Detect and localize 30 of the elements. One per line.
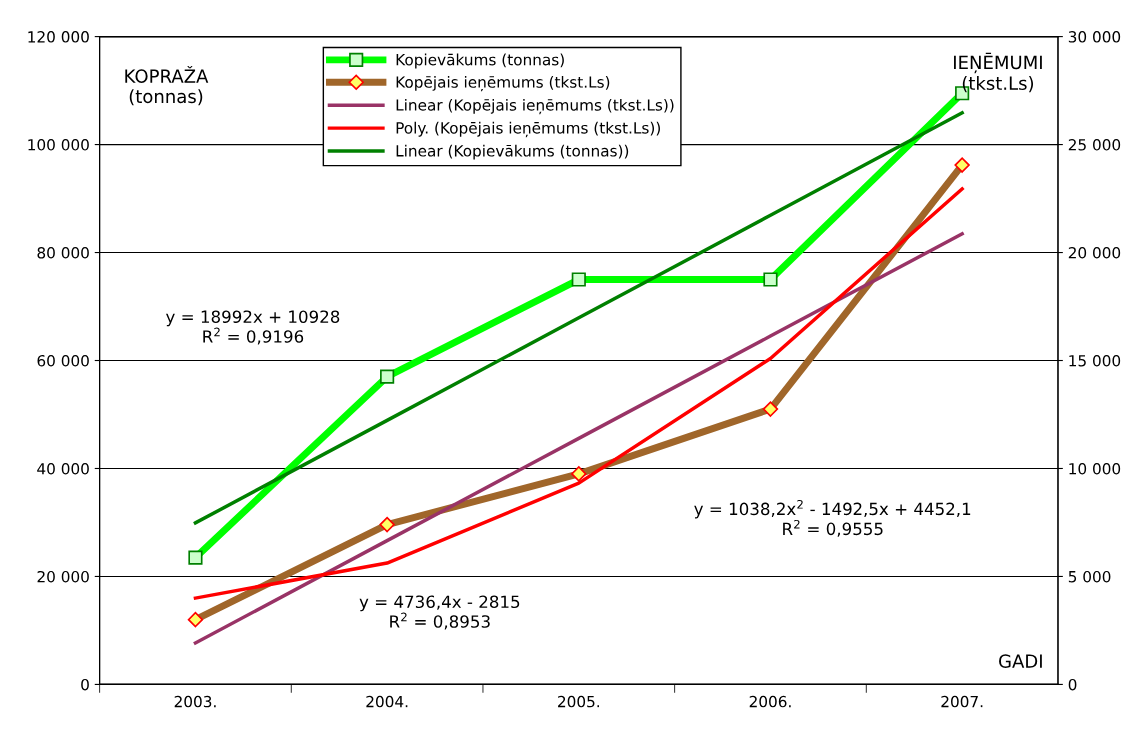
annotation: y = 4736,4x - 2815 R$^{2}$ = 0,8953 xyxy=(359,595,520,630)
annotation: y = 18992x + 10928 R$^{2}$ = 0,9196 xyxy=(166,310,340,345)
legend-label: Kopievākums (tonnas) xyxy=(396,53,564,69)
x-tick-label: 2007. xyxy=(941,695,983,708)
y-tick-label: 0 xyxy=(81,678,89,691)
y2-tick-label: 10 000 xyxy=(1069,462,1121,475)
y2-axis-title: IEŅĒMUMI (tkst.Ls) xyxy=(954,52,1042,93)
x-tick-label: 2003. xyxy=(174,695,216,708)
y-tick-label: 80 000 xyxy=(37,247,89,259)
y-tick-label: 60 000 xyxy=(37,354,89,367)
y2-tick-label: 25 000 xyxy=(1068,139,1121,151)
y-tick-label: 120 000 xyxy=(28,31,89,43)
x-axis-title: GADI xyxy=(999,654,1042,668)
legend-label: Linear (Kopievākums (tonnas)) xyxy=(396,144,629,160)
legend-label: Poly. (Kopējais ieņēmums (tkst.Ls)) xyxy=(396,121,660,138)
annotation: y = 1038,2x$^{2}$ - 1492,5x + 4452,1 R$^{2}$ = 0,9555 xyxy=(694,499,971,537)
legend-label: Kopējais ieņēmums (tkst.Ls) xyxy=(396,76,610,92)
y2-tick-label: 20 000 xyxy=(1068,247,1121,259)
legend-label: Linear (Kopējais ieņēmums (tkst.Ls)) xyxy=(396,98,674,115)
x-tick-label: 2004. xyxy=(366,695,408,708)
y2-tick-label: 30 000 xyxy=(1068,31,1121,43)
x-tick-label: 2006. xyxy=(749,695,791,708)
y2-tick-label: 5 000 xyxy=(1068,570,1111,583)
y2-tick-label: 0 xyxy=(1068,678,1077,691)
y-tick-label: 100 000 xyxy=(28,139,89,151)
y2-tick-label: 15 000 xyxy=(1069,354,1121,367)
x-tick-label: 2005. xyxy=(558,695,600,708)
y-tick-label: 40 000 xyxy=(37,462,89,475)
y-tick-label: 20 000 xyxy=(37,570,89,583)
y-axis-title: KOPRAŽA (tonnas) xyxy=(125,65,209,106)
